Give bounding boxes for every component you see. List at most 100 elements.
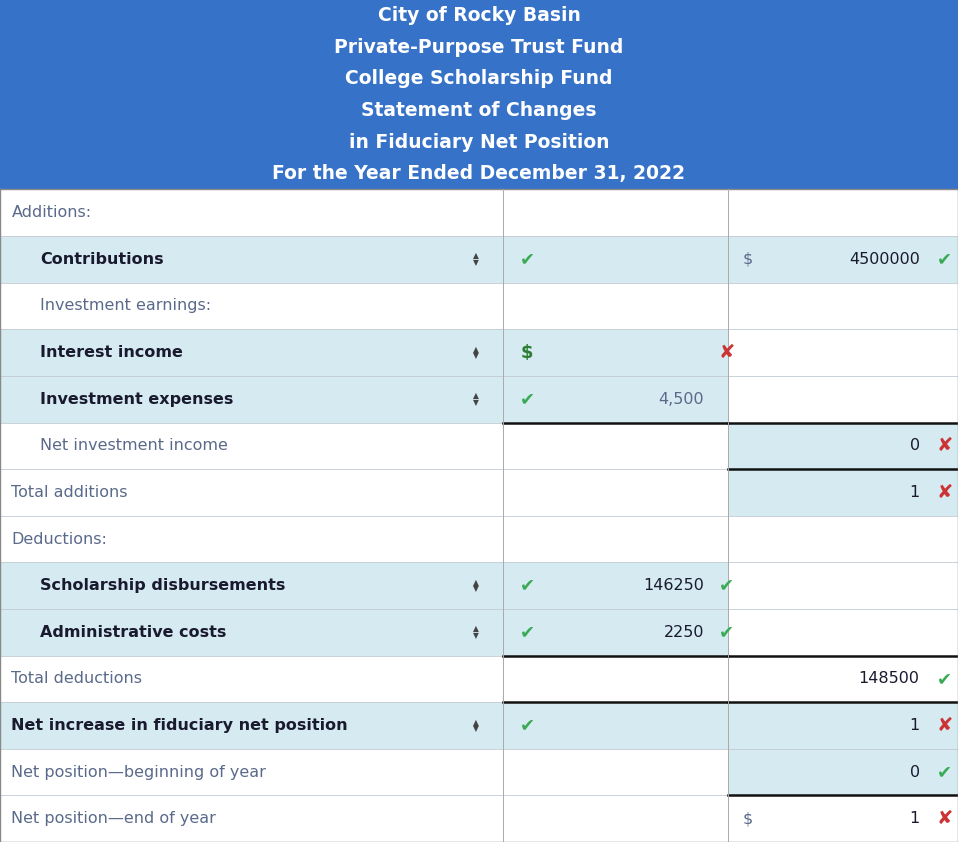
FancyBboxPatch shape [728, 749, 958, 796]
FancyBboxPatch shape [0, 702, 503, 749]
FancyBboxPatch shape [503, 329, 728, 376]
FancyBboxPatch shape [0, 469, 503, 515]
FancyBboxPatch shape [0, 749, 503, 796]
Text: ✘: ✘ [937, 483, 953, 502]
Text: Private-Purpose Trust Fund: Private-Purpose Trust Fund [334, 38, 624, 57]
Text: College Scholarship Fund: College Scholarship Fund [345, 69, 613, 88]
Text: Investment earnings:: Investment earnings: [40, 298, 212, 313]
FancyBboxPatch shape [0, 423, 503, 469]
Text: Investment expenses: Investment expenses [40, 392, 234, 407]
Text: Administrative costs: Administrative costs [40, 625, 227, 640]
FancyBboxPatch shape [0, 329, 503, 376]
Text: ✔: ✔ [718, 623, 734, 642]
Text: ✔: ✔ [937, 250, 952, 269]
FancyBboxPatch shape [503, 609, 728, 656]
Text: Scholarship disbursements: Scholarship disbursements [40, 578, 285, 593]
FancyBboxPatch shape [728, 423, 958, 469]
Text: Total additions: Total additions [11, 485, 128, 500]
FancyBboxPatch shape [0, 562, 503, 609]
Text: City of Rocky Basin: City of Rocky Basin [377, 6, 581, 25]
Text: ✔: ✔ [937, 763, 952, 781]
FancyBboxPatch shape [503, 796, 728, 842]
Text: 4500000: 4500000 [849, 252, 920, 267]
Text: 146250: 146250 [643, 578, 704, 593]
Text: Contributions: Contributions [40, 252, 164, 267]
Text: $: $ [742, 252, 753, 267]
FancyBboxPatch shape [503, 656, 728, 702]
Text: Net increase in fiduciary net position: Net increase in fiduciary net position [11, 718, 348, 733]
FancyBboxPatch shape [0, 609, 503, 656]
Text: ▲: ▲ [473, 625, 479, 633]
FancyBboxPatch shape [728, 702, 958, 749]
FancyBboxPatch shape [0, 283, 503, 329]
Text: ▲: ▲ [473, 344, 479, 354]
Text: ✔: ✔ [520, 390, 536, 408]
Text: ▼: ▼ [473, 258, 479, 267]
FancyBboxPatch shape [503, 515, 728, 562]
Text: ✘: ✘ [937, 436, 953, 456]
Text: ▼: ▼ [473, 351, 479, 360]
Text: ✔: ✔ [520, 623, 536, 642]
Text: ▲: ▲ [473, 717, 479, 727]
Text: For the Year Ended December 31, 2022: For the Year Ended December 31, 2022 [272, 164, 686, 184]
Text: Total deductions: Total deductions [11, 671, 143, 686]
FancyBboxPatch shape [728, 283, 958, 329]
Text: ▼: ▼ [473, 584, 479, 594]
Text: ▲: ▲ [473, 392, 479, 400]
Text: Net investment income: Net investment income [40, 439, 228, 453]
Text: Additions:: Additions: [11, 205, 92, 221]
Text: Statement of Changes: Statement of Changes [361, 101, 597, 120]
FancyBboxPatch shape [503, 236, 728, 283]
Text: ▼: ▼ [473, 724, 479, 733]
Text: 1: 1 [909, 811, 920, 826]
Text: ✘: ✘ [937, 716, 953, 735]
FancyBboxPatch shape [503, 749, 728, 796]
FancyBboxPatch shape [503, 562, 728, 609]
FancyBboxPatch shape [728, 562, 958, 609]
Text: ▼: ▼ [473, 398, 479, 407]
FancyBboxPatch shape [728, 376, 958, 423]
FancyBboxPatch shape [728, 515, 958, 562]
FancyBboxPatch shape [728, 329, 958, 376]
Text: in Fiduciary Net Position: in Fiduciary Net Position [349, 132, 609, 152]
Text: ▼: ▼ [473, 632, 479, 640]
FancyBboxPatch shape [728, 796, 958, 842]
FancyBboxPatch shape [0, 656, 503, 702]
Text: ✔: ✔ [718, 577, 734, 594]
FancyBboxPatch shape [503, 189, 728, 236]
FancyBboxPatch shape [0, 796, 503, 842]
Text: ▲: ▲ [473, 578, 479, 587]
FancyBboxPatch shape [503, 469, 728, 515]
Text: 1: 1 [909, 718, 920, 733]
FancyBboxPatch shape [0, 515, 503, 562]
Text: $: $ [742, 811, 753, 826]
FancyBboxPatch shape [728, 609, 958, 656]
Text: 0: 0 [909, 439, 920, 453]
Text: Net position—end of year: Net position—end of year [11, 811, 217, 826]
FancyBboxPatch shape [0, 376, 503, 423]
Text: ✔: ✔ [520, 717, 536, 734]
FancyBboxPatch shape [728, 236, 958, 283]
Text: 1: 1 [909, 485, 920, 500]
FancyBboxPatch shape [0, 0, 958, 189]
Text: $: $ [520, 344, 533, 361]
Text: 148500: 148500 [858, 671, 920, 686]
Text: ✘: ✘ [937, 809, 953, 829]
FancyBboxPatch shape [503, 376, 728, 423]
FancyBboxPatch shape [728, 189, 958, 236]
Text: ✔: ✔ [520, 250, 536, 269]
Text: Interest income: Interest income [40, 345, 183, 360]
FancyBboxPatch shape [0, 236, 503, 283]
FancyBboxPatch shape [503, 283, 728, 329]
Text: ✘: ✘ [718, 343, 735, 362]
Text: ✔: ✔ [520, 577, 536, 594]
FancyBboxPatch shape [728, 469, 958, 515]
Text: Net position—beginning of year: Net position—beginning of year [11, 765, 266, 780]
Text: ✔: ✔ [937, 670, 952, 688]
Text: 2250: 2250 [664, 625, 704, 640]
Text: 0: 0 [909, 765, 920, 780]
FancyBboxPatch shape [503, 423, 728, 469]
Text: 4,500: 4,500 [658, 392, 704, 407]
Text: ▲: ▲ [473, 252, 479, 260]
FancyBboxPatch shape [728, 656, 958, 702]
